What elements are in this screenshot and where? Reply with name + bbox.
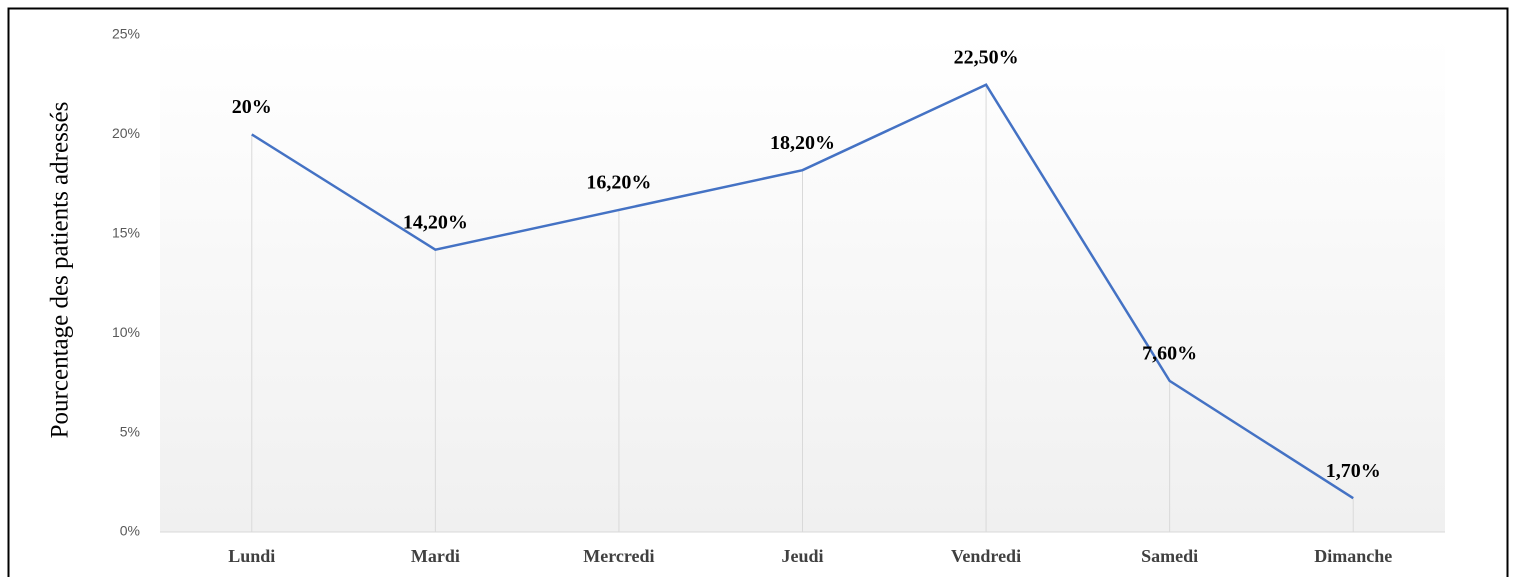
data-label: 22,50%	[954, 46, 1019, 68]
line-series	[251, 83, 1354, 500]
x-tick-label: Vendredi	[951, 546, 1021, 566]
x-tick-label: Mercredi	[583, 546, 654, 566]
data-label: 1,70%	[1326, 460, 1381, 482]
y-tick-label: 15%	[112, 225, 140, 241]
y-tick-label: 0%	[120, 523, 140, 539]
x-tick-label: Lundi	[228, 546, 275, 566]
y-axis-label: Pourcentage des patients adressés	[47, 102, 74, 439]
y-tick-label: 25%	[112, 26, 140, 42]
data-label: 7,60%	[1142, 343, 1197, 365]
data-label: 16,20%	[586, 172, 651, 194]
data-label: 14,20%	[403, 211, 468, 233]
x-tick-label: Samedi	[1141, 546, 1198, 566]
data-label: 20%	[232, 96, 272, 118]
frame	[7, 7, 1509, 577]
y-tick-label: 5%	[120, 423, 140, 439]
x-tick-label: Jeudi	[781, 546, 823, 566]
y-tick-label: 10%	[112, 324, 140, 340]
x-tick-label: Mardi	[411, 546, 460, 566]
x-tick-label: Dimanche	[1314, 546, 1392, 566]
data-label: 18,20%	[770, 132, 835, 154]
y-tick-label: 20%	[112, 125, 140, 141]
